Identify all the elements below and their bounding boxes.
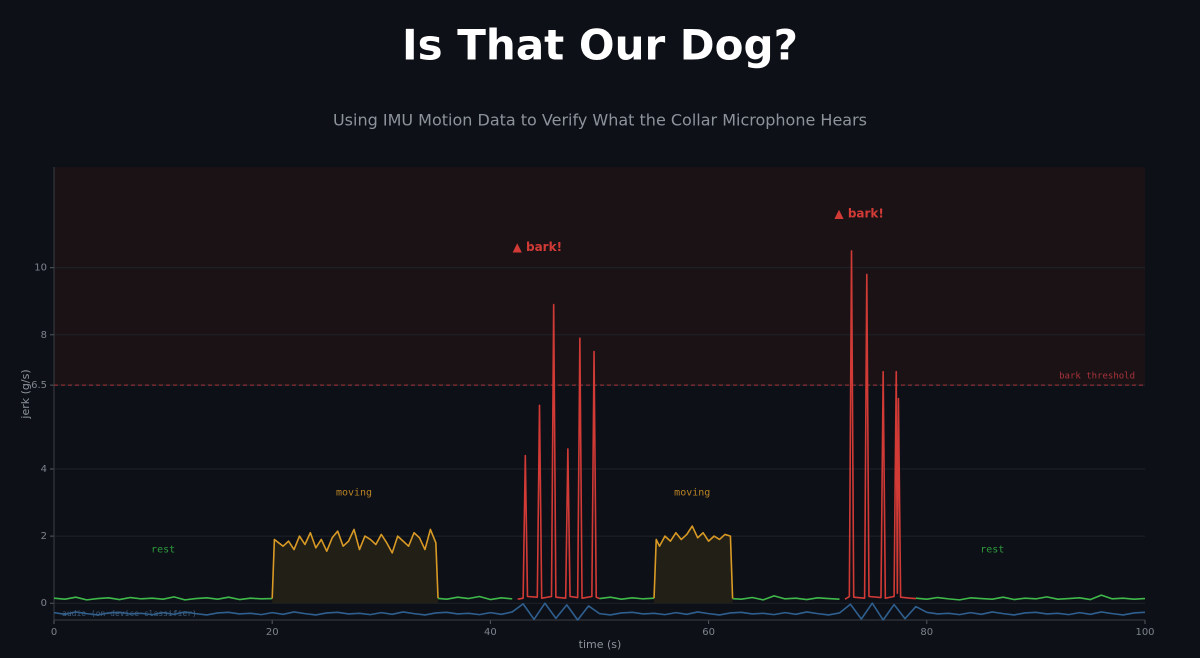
area [654,526,733,604]
threshold-zone [54,167,1145,386]
line [271,528,439,599]
x-axis-label: time (s) [579,638,622,651]
annotation: moving [674,487,710,498]
y-tick-label: 10 [34,263,47,274]
y-axis-label: jerk (g/s) [19,369,32,419]
line [915,594,1146,601]
y-tick-label: 8 [41,330,47,341]
chart-title: Is That Our Dog? [402,21,798,70]
legend-label: audio (on-device classifier) [62,609,197,618]
annotation: rest [151,545,175,556]
x-tick-label: 60 [702,627,715,638]
line [53,596,273,601]
threshold-label: bark threshold [1059,372,1135,382]
x-tick-label: 40 [484,627,497,638]
line [517,303,600,600]
x-tick-label: 0 [51,627,57,638]
y-tick-label: 4 [41,464,47,475]
line [653,525,734,599]
line [730,595,840,601]
annotation: moving [336,487,372,498]
y-tick-label: 2 [41,531,47,542]
annotation: ▲ bark! [834,206,883,220]
y-tick-label: 6.5 [31,380,47,391]
line [599,596,655,600]
annotation: rest [980,545,1004,556]
x-tick-label: 20 [266,627,279,638]
y-tick-label: 0 [41,598,47,609]
line [53,602,1146,621]
area [272,529,439,604]
x-tick-label: 80 [920,627,933,638]
line [435,595,513,601]
line [844,250,916,600]
chart-subtitle: Using IMU Motion Data to Verify What the… [333,111,867,130]
x-tick-label: 100 [1135,627,1154,638]
annotation: ▲ bark! [513,240,562,254]
